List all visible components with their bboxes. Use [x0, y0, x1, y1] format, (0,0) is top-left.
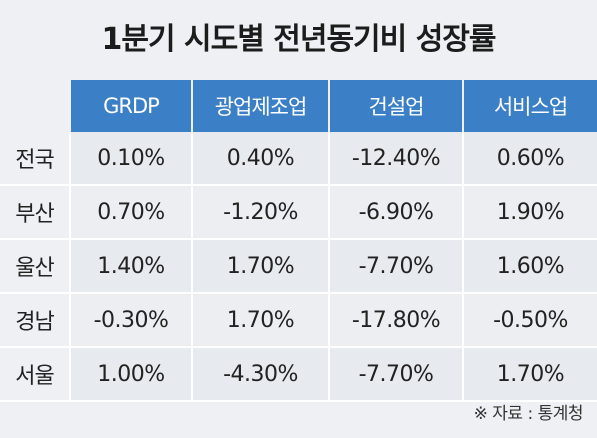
- table-cell: -7.70%: [328, 239, 463, 294]
- table-row: 경남 -0.30% 1.70% -17.80% -0.50%: [0, 293, 597, 348]
- table-cell: 0.70%: [69, 185, 192, 240]
- header-corner: [0, 80, 70, 132]
- table-cell: -1.20%: [191, 185, 329, 240]
- table-cell: 1.60%: [462, 239, 597, 294]
- table-row: 부산 0.70% -1.20% -6.90% 1.90%: [0, 185, 597, 240]
- chart-title: 1분기 시도별 전년동기비 성장률: [101, 22, 496, 57]
- table-cell: 1.70%: [462, 347, 597, 402]
- row-label: 경남: [0, 293, 70, 348]
- table-cell: 0.60%: [462, 132, 597, 186]
- row-label: 서울: [0, 347, 70, 402]
- table-cell: -7.70%: [328, 347, 463, 402]
- table-cell: -12.40%: [328, 132, 463, 186]
- table-cell: -6.90%: [328, 185, 463, 240]
- column-header-grdp: GRDP: [69, 80, 192, 132]
- row-label: 울산: [0, 239, 70, 294]
- table-cell: -0.30%: [69, 293, 192, 348]
- table-row: 서울 1.00% -4.30% -7.70% 1.70%: [0, 347, 597, 402]
- table-cell: 1.70%: [191, 239, 329, 294]
- table-cell: 1.70%: [191, 293, 329, 348]
- row-label: 부산: [0, 185, 70, 240]
- header-row: GRDP 광업제조업 건설업 서비스업: [0, 80, 597, 132]
- column-header-services: 서비스업: [462, 80, 597, 132]
- source-note: ※ 자료 : 통계청: [473, 404, 584, 424]
- table-cell: 1.40%: [69, 239, 192, 294]
- table-row: 울산 1.40% 1.70% -7.70% 1.60%: [0, 239, 597, 294]
- table-cell: -0.50%: [462, 293, 597, 348]
- table-cell: -4.30%: [191, 347, 329, 402]
- row-label: 전국: [0, 132, 70, 186]
- column-header-manufacturing: 광업제조업: [191, 80, 329, 132]
- column-header-construction: 건설업: [328, 80, 463, 132]
- growth-table: GRDP 광업제조업 건설업 서비스업 전국 0.10% 0.40% -12.4…: [0, 80, 597, 402]
- table-cell: -17.80%: [328, 293, 463, 348]
- table-cell: 1.90%: [462, 185, 597, 240]
- table-row: 전국 0.10% 0.40% -12.40% 0.60%: [0, 132, 597, 186]
- table-cell: 0.10%: [69, 132, 192, 186]
- table-cell: 0.40%: [191, 132, 329, 186]
- table-cell: 1.00%: [69, 347, 192, 402]
